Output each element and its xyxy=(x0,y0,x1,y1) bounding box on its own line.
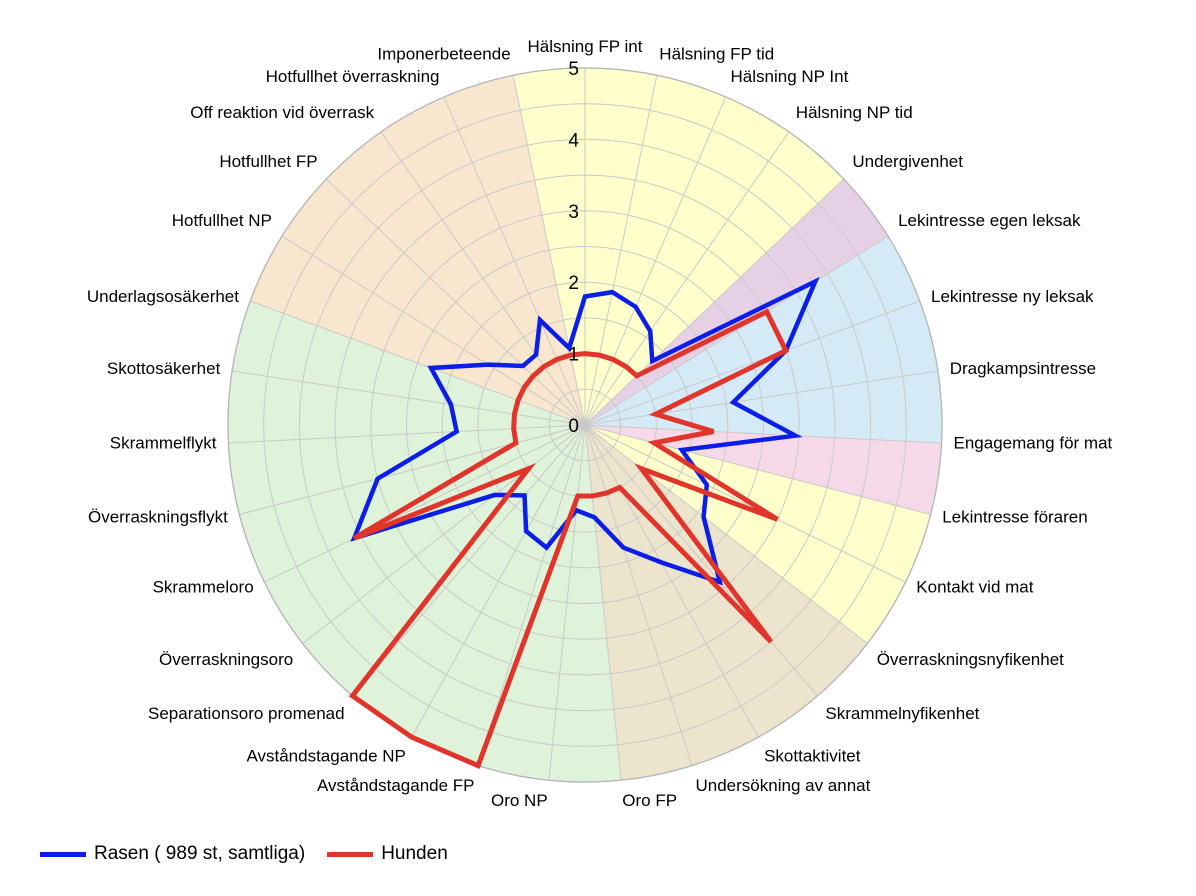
category-label: Avståndstagande FP xyxy=(317,776,475,795)
legend-swatch-series-2 xyxy=(327,851,374,857)
legend: Rasen ( 989 st, samtliga) Hunden xyxy=(40,843,470,865)
sector-band-6 xyxy=(585,425,868,781)
category-label: Överraskningsflykt xyxy=(88,508,228,527)
category-label: Off reaktion vid överrask xyxy=(190,103,374,122)
grid-spoke xyxy=(281,235,586,426)
grid-spoke xyxy=(584,424,759,738)
grid-spoke xyxy=(584,424,818,697)
category-label: Undergivenhet xyxy=(852,152,963,171)
category-label: Hotfullhet överraskning xyxy=(266,67,440,86)
tick-label: 0 xyxy=(568,416,579,437)
category-label: Underlagsosäkerhet xyxy=(87,287,239,306)
radial-tick-labels: 0 1 2 3 4 5 xyxy=(568,59,579,437)
category-label: Lekintresse egen leksak xyxy=(898,211,1081,230)
category-label: Dragkampsintresse xyxy=(950,359,1096,378)
category-label: Kontakt vid mat xyxy=(916,578,1033,597)
category-label: Hälsning NP tid xyxy=(796,103,913,122)
tick-label: 5 xyxy=(568,59,579,80)
grid-spoke xyxy=(411,424,586,738)
grid-spoke xyxy=(302,424,586,644)
grid-spoke xyxy=(325,178,586,426)
tick-label: 1 xyxy=(568,345,579,366)
radar-grid xyxy=(227,67,943,783)
grid-spoke xyxy=(584,131,790,426)
grid-spoke xyxy=(584,424,868,644)
category-label: Överraskningsnyfikenhet xyxy=(877,650,1064,669)
grid-spoke xyxy=(584,75,658,426)
tick-label: 2 xyxy=(568,273,579,294)
grid-spoke xyxy=(512,75,586,426)
category-label: Imponerbeteende xyxy=(377,45,510,64)
tick-label: 4 xyxy=(568,130,579,151)
grid-spoke xyxy=(352,424,586,697)
grid-spoke xyxy=(443,96,586,426)
category-label: Oro FP xyxy=(622,791,677,810)
grid-spoke xyxy=(239,424,586,515)
grid-outer-ring xyxy=(227,67,943,783)
grid-spoke xyxy=(584,424,906,583)
sector-band-3 xyxy=(585,236,942,444)
grid-spoke xyxy=(584,370,938,426)
category-label: Avståndstagande NP xyxy=(246,747,405,766)
grid-spoke xyxy=(232,370,586,426)
series-lines xyxy=(348,276,820,769)
category-label: Hälsning FP tid xyxy=(659,45,774,64)
grid-spoke xyxy=(228,424,586,444)
grid-spoke xyxy=(264,424,586,583)
grid-spoke xyxy=(584,424,931,515)
category-label: Skottosäkerhet xyxy=(107,359,221,378)
sector-band-8 xyxy=(250,75,585,425)
grid-spoke xyxy=(584,96,727,426)
category-label: Överraskningsoro xyxy=(159,650,293,669)
legend-label-series-2: Hunden xyxy=(381,843,448,864)
legend-item-series-1: Rasen ( 989 st, samtliga) xyxy=(40,843,305,865)
category-label: Hotfullhet FP xyxy=(219,152,317,171)
grid-spoke xyxy=(380,131,586,426)
grid-spoke xyxy=(584,178,845,426)
category-label: Lekintresse ny leksak xyxy=(931,287,1094,306)
category-label: Skottaktivitet xyxy=(764,747,861,766)
legend-item-series-2: Hunden xyxy=(327,843,448,865)
category-label: Hotfullhet NP xyxy=(172,211,272,230)
sector-band-7 xyxy=(227,301,622,783)
category-label: Skrammelflykt xyxy=(110,434,217,453)
grid-spoke xyxy=(250,300,586,426)
category-label: Undersökning av annat xyxy=(696,776,871,795)
grid-spoke xyxy=(584,300,920,426)
category-label: Hälsning FP int xyxy=(528,37,643,56)
legend-swatch-series-1 xyxy=(40,851,86,857)
tick-label: 3 xyxy=(568,202,579,223)
category-label: Skrammeloro xyxy=(153,578,254,597)
grid-spoke xyxy=(477,424,586,766)
category-label: Separationsoro promenad xyxy=(148,704,345,723)
category-label: Engagemang för mat xyxy=(954,434,1113,453)
category-labels: Hälsning FP int Hälsning FP tid Hälsning N… xyxy=(87,37,1113,810)
category-label: Oro NP xyxy=(491,791,548,810)
grid-spoke xyxy=(584,424,693,766)
category-label: Hälsning NP Int xyxy=(731,67,849,86)
series-line-2 xyxy=(348,308,790,769)
legend-label-series-1: Rasen ( 989 st, samtliga) xyxy=(94,843,306,864)
grid-spoke xyxy=(584,235,889,426)
grid-spoke xyxy=(584,424,622,781)
grid-spoke xyxy=(584,424,942,444)
grid-spoke xyxy=(548,424,586,781)
category-label: Skrammelnyfikenhet xyxy=(825,704,979,723)
series-line-1 xyxy=(350,276,820,586)
category-label: Lekintresse föraren xyxy=(942,508,1088,527)
sector-band-4 xyxy=(585,425,942,515)
